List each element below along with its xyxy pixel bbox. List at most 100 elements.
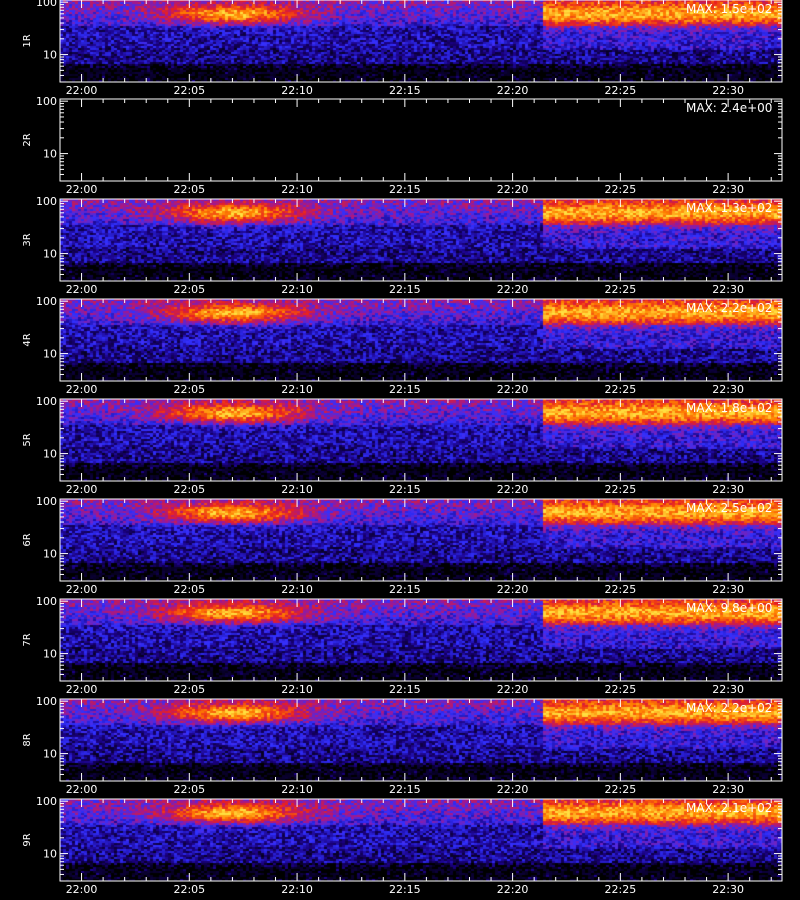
max-label: MAX: 1.8e+02 bbox=[686, 401, 772, 415]
spectrogram-image bbox=[60, 399, 782, 481]
y-tick-label: 10 bbox=[43, 148, 57, 161]
panel-label: 4R bbox=[22, 333, 33, 346]
x-tick-label: 22:20 bbox=[497, 383, 529, 396]
y-tick-label: 100 bbox=[36, 595, 57, 608]
max-label: MAX: 2.2e+02 bbox=[686, 701, 772, 715]
y-tick-label: 10 bbox=[43, 348, 57, 361]
x-tick-label: 22:15 bbox=[389, 883, 421, 896]
x-tick-label: 22:10 bbox=[281, 84, 313, 97]
x-tick-label: 22:25 bbox=[605, 183, 637, 196]
x-tick-label: 22:10 bbox=[281, 583, 313, 596]
y-tick-label: 10 bbox=[43, 848, 57, 861]
x-tick-label: 22:20 bbox=[497, 183, 529, 196]
plot-frame bbox=[59, 98, 783, 182]
panel-6r: 10 100 22:00 22:05 22:10 22:15 22:20 22:25 22:30… bbox=[22, 495, 783, 596]
spectrogram-image bbox=[60, 499, 782, 581]
x-tick-label: 22:20 bbox=[497, 84, 529, 97]
x-tick-label: 22:10 bbox=[281, 283, 313, 296]
spectrogram-image bbox=[60, 0, 782, 82]
x-tick-label: 22:25 bbox=[605, 283, 637, 296]
x-tick-label: 22:20 bbox=[497, 783, 529, 796]
y-tick-label: 100 bbox=[36, 695, 57, 708]
panel-1r: 10 100 22:00 22:05 22:10 22:15 22:20 22:25 22:30… bbox=[22, 0, 783, 97]
spectrogram-image bbox=[60, 599, 782, 681]
panel-3r: 10 100 22:00 22:05 22:10 22:15 22:20 22:25 22:30… bbox=[22, 195, 783, 296]
x-tick-label: 22:00 bbox=[66, 283, 98, 296]
panel-9r: 10 100 22:00 22:05 22:10 22:15 22:20 22:25 22:30… bbox=[22, 795, 783, 896]
panel-label: 5R bbox=[22, 433, 33, 446]
max-label: MAX: 2.1e+02 bbox=[686, 801, 772, 815]
x-tick-label: 22:05 bbox=[173, 683, 205, 696]
x-tick-label: 22:30 bbox=[712, 683, 744, 696]
x-tick-label: 22:25 bbox=[605, 84, 637, 97]
x-tick-label: 22:15 bbox=[389, 683, 421, 696]
x-tick-label: 22:25 bbox=[605, 383, 637, 396]
panel-2r: 10 100 22:00 22:05 22:10 22:15 22:20 22:25 22:30… bbox=[22, 95, 783, 196]
x-tick-label: 22:00 bbox=[66, 483, 98, 496]
x-tick-label: 22:20 bbox=[497, 883, 529, 896]
x-tick-label: 22:15 bbox=[389, 783, 421, 796]
y-tick-label: 100 bbox=[36, 295, 57, 308]
x-tick-label: 22:05 bbox=[173, 383, 205, 396]
x-tick-label: 22:25 bbox=[605, 483, 637, 496]
x-tick-label: 22:30 bbox=[712, 583, 744, 596]
x-tick-label: 22:15 bbox=[389, 84, 421, 97]
x-tick-label: 22:25 bbox=[605, 883, 637, 896]
panel-label: 8R bbox=[22, 733, 33, 746]
y-tick-label: 100 bbox=[36, 495, 57, 508]
x-tick-label: 22:30 bbox=[712, 183, 744, 196]
y-tick-label: 10 bbox=[43, 648, 57, 661]
panel-8r: 10 100 22:00 22:05 22:10 22:15 22:20 22:25 22:30… bbox=[22, 695, 783, 796]
x-tick-label: 22:05 bbox=[173, 183, 205, 196]
y-tick-label: 10 bbox=[43, 548, 57, 561]
spectrogram-image bbox=[60, 699, 782, 781]
x-tick-label: 22:15 bbox=[389, 383, 421, 396]
max-label: MAX: 1.3e+02 bbox=[686, 201, 772, 215]
plot-frame bbox=[59, 698, 783, 782]
panel-7r: 10 100 22:00 22:05 22:10 22:15 22:20 22:25 22:30… bbox=[22, 595, 783, 696]
panel-label: 7R bbox=[22, 633, 33, 646]
max-label: MAX: 9.8e+00 bbox=[686, 601, 772, 615]
panel-label: 2R bbox=[22, 133, 33, 146]
spectrogram-image bbox=[60, 799, 782, 881]
x-tick-label: 22:20 bbox=[497, 283, 529, 296]
plot-frame bbox=[59, 198, 783, 282]
plot-frame bbox=[59, 598, 783, 682]
x-tick-label: 22:20 bbox=[497, 583, 529, 596]
plot-frame bbox=[59, 0, 783, 83]
max-label: MAX: 2.5e+02 bbox=[686, 501, 772, 515]
x-tick-label: 22:15 bbox=[389, 183, 421, 196]
plot-frame bbox=[59, 398, 783, 482]
spectrogram-image bbox=[60, 99, 782, 181]
panel-5r: 10 100 22:00 22:05 22:10 22:15 22:20 22:25 22:30… bbox=[22, 395, 783, 496]
x-tick-label: 22:10 bbox=[281, 483, 313, 496]
spectrogram-image bbox=[60, 199, 782, 281]
y-tick-label: 10 bbox=[43, 248, 57, 261]
x-tick-label: 22:15 bbox=[389, 483, 421, 496]
y-tick-label: 10 bbox=[43, 748, 57, 761]
x-tick-label: 22:00 bbox=[66, 683, 98, 696]
y-tick-label: 100 bbox=[36, 0, 57, 9]
x-tick-label: 22:10 bbox=[281, 383, 313, 396]
x-tick-label: 22:00 bbox=[66, 383, 98, 396]
plot-frame bbox=[59, 798, 783, 882]
plot-frame bbox=[59, 298, 783, 382]
x-tick-label: 22:30 bbox=[712, 383, 744, 396]
x-tick-label: 22:05 bbox=[173, 483, 205, 496]
x-tick-label: 22:15 bbox=[389, 283, 421, 296]
x-tick-label: 22:00 bbox=[66, 883, 98, 896]
x-tick-label: 22:30 bbox=[712, 283, 744, 296]
x-tick-label: 22:05 bbox=[173, 783, 205, 796]
plot-frame bbox=[59, 498, 783, 582]
x-tick-label: 22:20 bbox=[497, 483, 529, 496]
max-label: MAX: 2.2e+02 bbox=[686, 301, 772, 315]
y-tick-label: 100 bbox=[36, 195, 57, 208]
panel-label: 6R bbox=[22, 533, 33, 546]
x-tick-label: 22:05 bbox=[173, 283, 205, 296]
x-tick-label: 22:05 bbox=[173, 583, 205, 596]
x-tick-label: 22:15 bbox=[389, 583, 421, 596]
x-tick-label: 22:00 bbox=[66, 183, 98, 196]
x-tick-label: 22:10 bbox=[281, 883, 313, 896]
